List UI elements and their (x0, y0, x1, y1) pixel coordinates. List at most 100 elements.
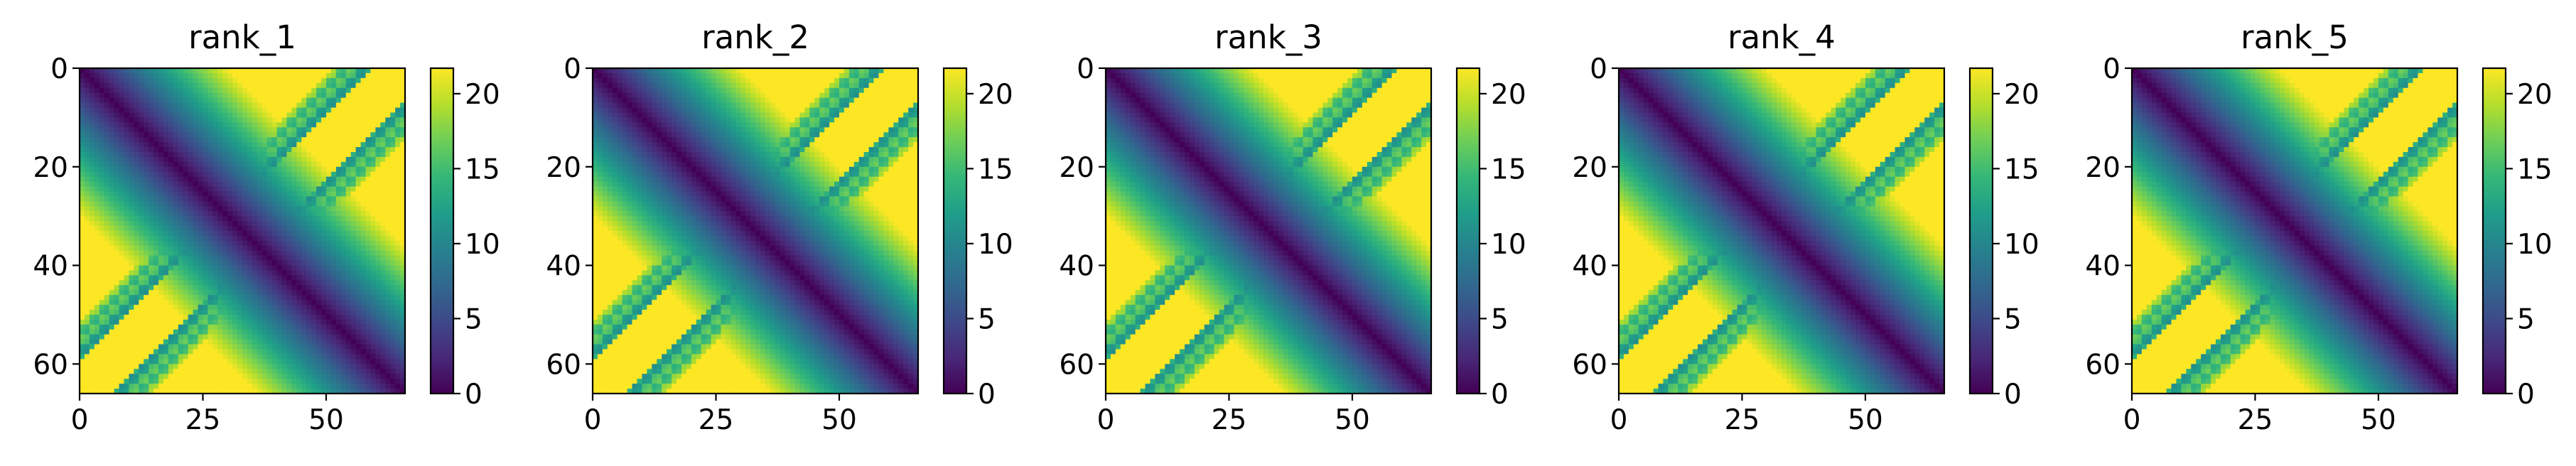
heatmap-cell (80, 280, 85, 286)
heatmap-cell (168, 290, 174, 296)
heatmap-cell (888, 78, 894, 84)
heatmap-cell (306, 345, 312, 350)
heatmap-cell (277, 78, 283, 84)
heatmap-cell (277, 350, 283, 355)
heatmap-cell (321, 196, 327, 202)
heatmap-cell (346, 73, 352, 79)
heatmap-cell (351, 68, 357, 74)
heatmap-cell (217, 187, 223, 193)
heatmap-cell (163, 340, 169, 345)
heatmap-cell (99, 251, 105, 256)
heatmap-cell (178, 103, 184, 109)
heatmap-cell (173, 98, 179, 104)
heatmap-cell (222, 335, 228, 340)
heatmap-cell (203, 340, 208, 345)
heatmap-cell (361, 241, 367, 246)
heatmap-cell (124, 147, 129, 153)
heatmap-cell (351, 167, 357, 173)
heatmap-cell (296, 187, 302, 193)
heatmap-cell (168, 340, 174, 345)
heatmap-cell (158, 335, 164, 340)
heatmap-cell (257, 231, 263, 237)
heatmap-cell (109, 142, 115, 148)
heatmap-cell (198, 345, 204, 350)
heatmap-cell (144, 167, 149, 173)
heatmap-cell (346, 350, 352, 355)
heatmap-cell (139, 132, 144, 138)
heatmap-cell (267, 187, 273, 193)
heatmap-cell (119, 78, 125, 84)
heatmap-cell (321, 127, 327, 133)
heatmap-cell (158, 132, 164, 138)
heatmap-cell (212, 315, 218, 320)
heatmap-cell (385, 251, 391, 256)
heatmap-cell (750, 73, 756, 79)
heatmap-cell (336, 280, 342, 286)
heatmap-cell (183, 226, 189, 232)
heatmap-cell (193, 206, 199, 212)
heatmap-cell (301, 231, 307, 237)
heatmap-cell (153, 310, 159, 315)
heatmap-cell (252, 364, 258, 369)
heatmap-cell (119, 251, 125, 256)
heatmap-cell (227, 335, 233, 340)
heatmap-cell (85, 211, 90, 217)
heatmap-cell (321, 122, 327, 128)
heatmap-cell (134, 379, 139, 384)
heatmap-cell (316, 330, 322, 335)
heatmap-cell (804, 88, 810, 94)
heatmap-cell (212, 88, 218, 94)
heatmap-cell (878, 78, 884, 84)
heatmap-cell (222, 354, 228, 359)
heatmap-cell (336, 147, 342, 153)
heatmap-cell (321, 231, 327, 237)
heatmap-cell (819, 88, 825, 94)
heatmap-cell (134, 152, 139, 158)
heatmap-cell (163, 157, 169, 163)
heatmap-cell (104, 256, 110, 261)
heatmap-cell (316, 117, 322, 123)
heatmap-cell (124, 359, 129, 364)
heatmap-cell (336, 142, 342, 148)
heatmap-cell (775, 73, 781, 79)
heatmap-cell (163, 177, 169, 183)
heatmap-cell (361, 93, 367, 99)
heatmap-cell (291, 112, 297, 118)
heatmap-cell (346, 325, 352, 330)
heatmap-cell (212, 142, 218, 148)
heatmap-cell (306, 379, 312, 384)
heatmap-cell (370, 211, 376, 217)
heatmap-cell (212, 93, 218, 99)
heatmap-cell (178, 271, 184, 276)
heatmap-cell (277, 73, 283, 79)
heatmap-cell (780, 68, 786, 74)
heatmap-cell (129, 93, 134, 99)
heatmap-cell (272, 330, 278, 335)
heatmap-cell (227, 206, 233, 212)
heatmap-cell (390, 157, 396, 163)
heatmap-cell (124, 330, 129, 335)
heatmap-cell (139, 325, 144, 330)
heatmap-cell (217, 201, 223, 207)
heatmap-cell (188, 271, 194, 276)
heatmap-cell (99, 384, 105, 389)
heatmap-cell (203, 241, 208, 246)
heatmap-cell (252, 127, 258, 133)
heatmap-cell (208, 345, 213, 350)
heatmap-cell (183, 206, 189, 212)
heatmap-cell (153, 152, 159, 158)
heatmap-cell (227, 182, 233, 188)
heatmap-cell (331, 384, 337, 389)
heatmap-cell (686, 68, 692, 74)
heatmap-cell (168, 271, 174, 276)
heatmap-cell (183, 290, 189, 296)
heatmap-cell (227, 122, 233, 128)
heatmap-cell (212, 108, 218, 114)
heatmap-cell (316, 191, 322, 197)
heatmap-cell (370, 320, 376, 325)
heatmap-cell (227, 211, 233, 217)
heatmap-cell (183, 137, 189, 143)
heatmap-cell (375, 147, 381, 153)
heatmap-cell (380, 251, 386, 256)
heatmap-cell (296, 226, 302, 232)
